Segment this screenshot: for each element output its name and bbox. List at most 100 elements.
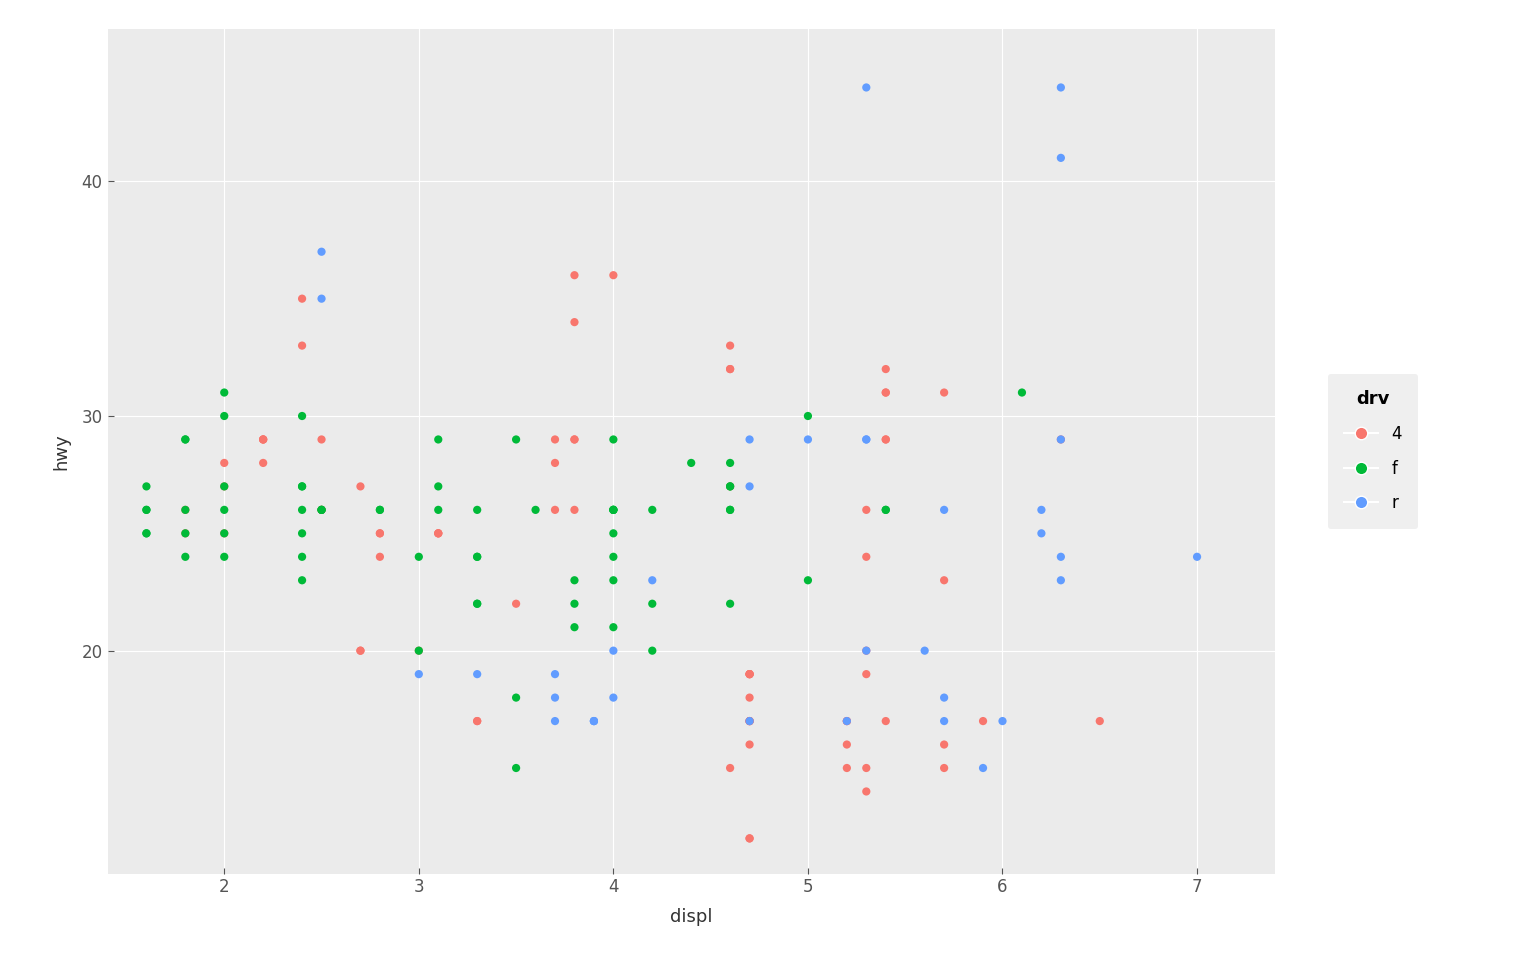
f (717, 596, 742, 612)
f (309, 502, 333, 517)
4 (737, 713, 762, 729)
X-axis label: displ: displ (670, 907, 713, 925)
f (290, 479, 315, 494)
f (601, 502, 625, 517)
4 (737, 737, 762, 753)
f (717, 502, 742, 517)
4 (874, 361, 899, 376)
r (641, 572, 665, 588)
r (991, 713, 1015, 729)
4 (834, 713, 859, 729)
r (737, 713, 762, 729)
f (134, 502, 158, 517)
f (796, 408, 820, 423)
f (212, 479, 237, 494)
f (562, 572, 587, 588)
f (134, 479, 158, 494)
f (717, 479, 742, 494)
4 (212, 479, 237, 494)
4 (1087, 713, 1112, 729)
4 (874, 385, 899, 400)
f (212, 502, 237, 517)
4 (737, 713, 762, 729)
f (562, 619, 587, 635)
4 (932, 760, 957, 776)
4 (737, 830, 762, 846)
f (290, 526, 315, 541)
4 (425, 526, 450, 541)
4 (737, 666, 762, 682)
r (1029, 502, 1054, 517)
f (134, 526, 158, 541)
4 (874, 432, 899, 447)
4 (601, 268, 625, 283)
f (174, 549, 198, 564)
Legend: 4, f, r: 4, f, r (1327, 373, 1418, 529)
4 (854, 549, 879, 564)
f (601, 526, 625, 541)
r (932, 713, 957, 729)
f (290, 408, 315, 423)
4 (250, 455, 275, 470)
f (465, 549, 490, 564)
4 (854, 643, 879, 659)
f (465, 596, 490, 612)
4 (349, 479, 373, 494)
4 (250, 432, 275, 447)
f (524, 502, 548, 517)
r (1049, 150, 1074, 165)
r (854, 432, 879, 447)
r (582, 713, 607, 729)
r (465, 666, 490, 682)
r (582, 713, 607, 729)
f (425, 432, 450, 447)
Y-axis label: hwy: hwy (52, 433, 71, 469)
4 (407, 643, 432, 659)
f (717, 479, 742, 494)
4 (562, 432, 587, 447)
f (407, 549, 432, 564)
4 (874, 713, 899, 729)
r (542, 690, 567, 706)
4 (717, 361, 742, 376)
4 (737, 713, 762, 729)
f (212, 549, 237, 564)
4 (737, 830, 762, 846)
4 (854, 783, 879, 799)
r (1049, 549, 1074, 564)
r (601, 643, 625, 659)
4 (932, 572, 957, 588)
4 (717, 760, 742, 776)
4 (562, 268, 587, 283)
r (737, 479, 762, 494)
f (601, 572, 625, 588)
r (1029, 526, 1054, 541)
r (1049, 432, 1074, 447)
4 (854, 666, 879, 682)
f (465, 502, 490, 517)
4 (504, 596, 528, 612)
r (1184, 549, 1209, 564)
f (641, 643, 665, 659)
f (717, 502, 742, 517)
r (932, 502, 957, 517)
4 (309, 502, 333, 517)
r (912, 643, 937, 659)
f (174, 526, 198, 541)
4 (854, 502, 879, 517)
4 (250, 432, 275, 447)
4 (874, 432, 899, 447)
f (425, 479, 450, 494)
4 (737, 666, 762, 682)
4 (717, 479, 742, 494)
4 (542, 502, 567, 517)
4 (737, 690, 762, 706)
f (465, 596, 490, 612)
f (601, 619, 625, 635)
4 (737, 666, 762, 682)
f (641, 502, 665, 517)
f (212, 385, 237, 400)
r (309, 291, 333, 306)
f (367, 502, 392, 517)
4 (425, 526, 450, 541)
